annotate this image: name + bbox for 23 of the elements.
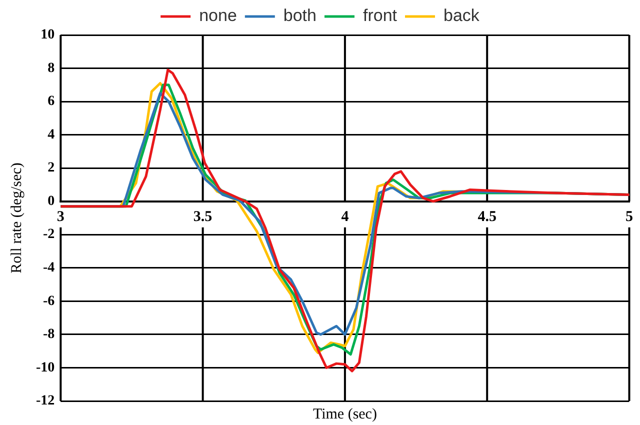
- y-tick-label: -12: [36, 394, 55, 409]
- y-tick-label: -4: [42, 260, 55, 276]
- x-tick-label: 3: [56, 209, 64, 226]
- y-tick-label: 8: [48, 60, 55, 76]
- x-tick-label: 4.5: [478, 209, 496, 226]
- y-tick-label: 10: [40, 28, 55, 43]
- y-axis-title: Roll rate (deg/sec): [8, 162, 25, 274]
- x-tick-label: 5: [626, 209, 633, 226]
- x-axis-title: Time (sec): [312, 406, 377, 422]
- y-tick-label: -6: [42, 294, 55, 309]
- x-tick-label: 3.5: [193, 209, 212, 226]
- y-tick-label: -2: [42, 227, 55, 242]
- legend-label: back: [444, 6, 480, 26]
- y-tick-label: 2: [48, 160, 55, 176]
- legend-label: none: [199, 6, 237, 26]
- y-tick-label: -10: [36, 360, 55, 376]
- legend-label: front: [362, 6, 398, 26]
- x-tick-label: 4: [341, 209, 350, 226]
- legend-label: both: [283, 6, 316, 26]
- y-tick-label: 4: [48, 127, 55, 142]
- y-tick-label: 0: [48, 194, 55, 209]
- y-tick-label: 6: [48, 94, 55, 110]
- y-tick-label: -8: [42, 327, 55, 342]
